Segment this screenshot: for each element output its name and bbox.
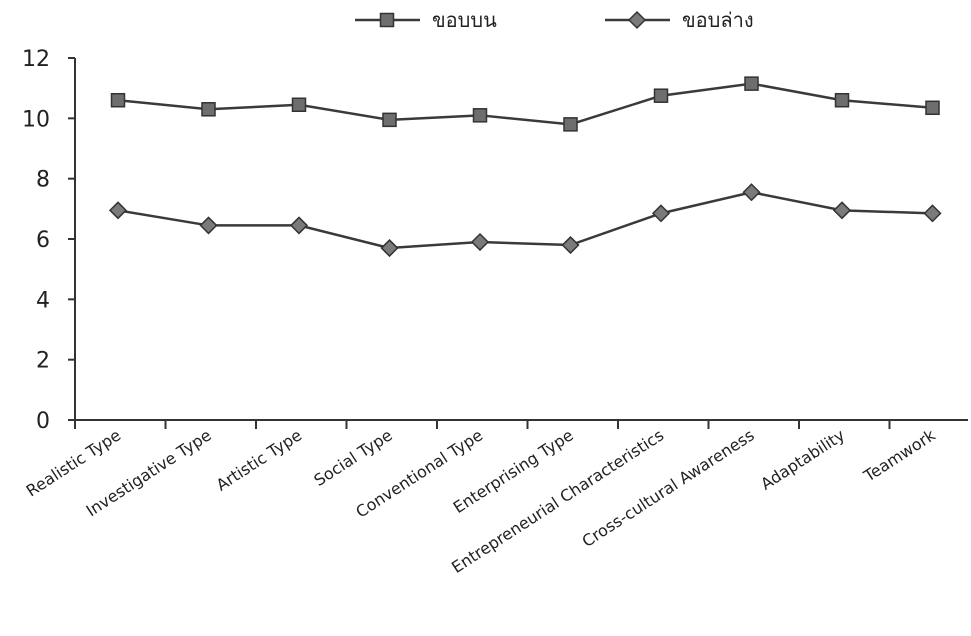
data-point-diamond <box>742 183 761 202</box>
data-point-square <box>201 102 216 117</box>
x-category-label: Artistic Type <box>213 425 305 494</box>
data-point-square <box>563 117 578 132</box>
series-line-0 <box>117 82 933 126</box>
data-point-diamond <box>108 201 128 220</box>
legend: ขอบบน ขอบล่าง <box>355 8 754 32</box>
data-point-square <box>925 100 940 116</box>
data-point-diamond <box>289 216 309 235</box>
legend-square-marker <box>379 12 395 28</box>
series-layer <box>108 76 942 258</box>
y-tick-label: 10 <box>22 107 50 132</box>
legend-label: ขอบล่าง <box>682 8 754 32</box>
data-point-diamond <box>470 232 490 252</box>
legend-diamond-marker <box>627 10 647 30</box>
x-category-label: Cross-cultural Awareness <box>579 425 758 551</box>
data-point-square <box>834 92 850 108</box>
y-axis-ticks: 0 2 4 6 8 10 12 <box>22 47 75 434</box>
data-point-diamond <box>651 204 671 223</box>
data-point-diamond <box>923 204 942 223</box>
x-category-label: Social Type <box>310 425 395 490</box>
data-point-diamond <box>561 235 580 255</box>
data-point-square <box>653 88 669 103</box>
data-point-diamond <box>199 216 218 235</box>
data-point-square <box>472 108 488 123</box>
y-tick-label: 2 <box>36 349 50 374</box>
x-category-label: Teamwork <box>860 425 940 486</box>
y-tick-label: 0 <box>36 409 50 434</box>
legend-item-diamond: ขอบล่าง <box>605 8 754 32</box>
y-tick-label: 6 <box>36 228 50 253</box>
series-line-1 <box>117 190 933 250</box>
data-point-square <box>110 92 126 108</box>
data-point-diamond <box>832 201 852 220</box>
legend-label: ขอบบน <box>432 8 497 32</box>
data-point-square <box>382 112 397 128</box>
y-tick-label: 12 <box>22 47 50 72</box>
x-category-label: Adaptability <box>757 425 848 493</box>
y-tick-label: 8 <box>36 168 50 193</box>
data-point-square <box>291 97 307 113</box>
y-tick-label: 4 <box>36 288 50 313</box>
data-point-square <box>744 76 759 91</box>
legend-item-square: ขอบบน <box>355 8 497 32</box>
data-point-diamond <box>380 238 399 258</box>
